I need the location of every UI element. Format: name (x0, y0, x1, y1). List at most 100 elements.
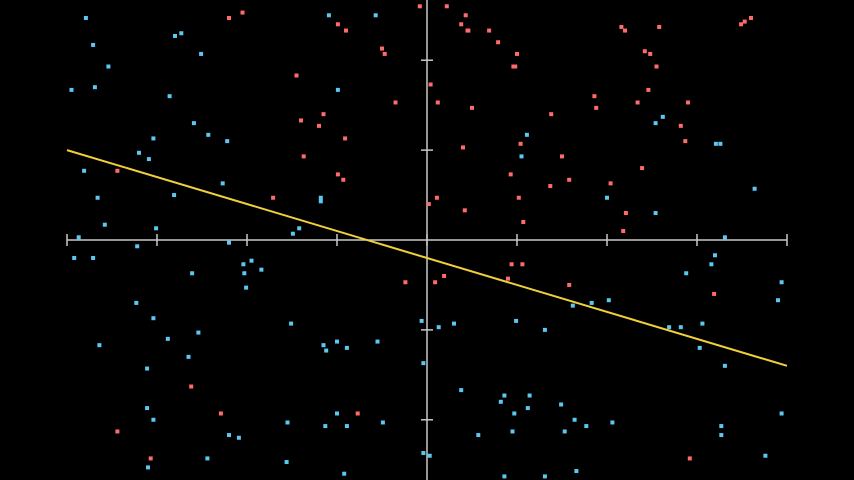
data-point (619, 24, 624, 29)
data-point (433, 280, 438, 285)
data-point (653, 121, 658, 126)
data-point (525, 406, 530, 411)
data-point (713, 253, 717, 258)
data-point (623, 28, 627, 33)
data-point (567, 282, 572, 287)
data-point (225, 139, 230, 144)
data-point (137, 150, 141, 155)
data-point (718, 141, 723, 146)
data-point (218, 411, 223, 416)
data-point (498, 399, 503, 404)
data-point (686, 100, 690, 105)
data-point (779, 280, 784, 285)
data-point (514, 318, 519, 323)
data-point (165, 336, 170, 341)
data-point (518, 141, 523, 146)
data-point (145, 366, 150, 371)
data-point (749, 15, 753, 20)
data-point (95, 195, 100, 200)
data-point (635, 100, 640, 105)
data-point (742, 19, 747, 24)
data-point (227, 15, 231, 20)
data-point (299, 118, 303, 123)
data-point (318, 195, 323, 200)
data-point (206, 132, 211, 137)
data-point (249, 258, 254, 263)
data-point (97, 343, 102, 348)
data-point (326, 13, 331, 18)
data-point (271, 195, 276, 200)
data-point (463, 13, 468, 18)
data-point (220, 181, 225, 186)
data-point (92, 85, 97, 90)
data-point (470, 105, 474, 110)
data-point (342, 471, 347, 476)
data-point (167, 94, 172, 99)
data-point (106, 64, 111, 69)
data-point (709, 262, 714, 267)
data-point (667, 325, 672, 330)
data-point (752, 186, 757, 191)
data-point (654, 64, 659, 69)
data-point (91, 42, 96, 47)
data-point (148, 456, 153, 461)
data-point (154, 226, 159, 231)
data-point (421, 361, 426, 366)
data-point (567, 177, 572, 182)
data-point (648, 51, 653, 56)
data-point (562, 429, 567, 434)
data-point (341, 177, 346, 182)
data-point (584, 424, 589, 429)
data-point (82, 168, 87, 173)
data-point (297, 226, 302, 231)
data-point (605, 195, 609, 200)
data-point (712, 291, 717, 296)
data-point (496, 40, 501, 45)
data-point (516, 195, 521, 200)
data-point (434, 195, 439, 200)
data-point (375, 339, 380, 344)
data-point (739, 22, 744, 27)
data-point (189, 384, 194, 389)
data-point (594, 105, 599, 110)
data-point (324, 348, 329, 353)
data-point (146, 465, 150, 470)
data-point (179, 31, 184, 36)
data-point (335, 22, 340, 27)
data-point (344, 345, 349, 350)
data-point (509, 262, 514, 267)
data-point (435, 100, 440, 105)
data-point (508, 172, 513, 177)
data-point (779, 411, 784, 416)
data-point (284, 460, 289, 465)
data-point (102, 222, 107, 227)
data-point (678, 123, 683, 128)
axis-ticks (66, 59, 788, 421)
data-point (519, 154, 524, 159)
data-point (476, 433, 481, 438)
data-point (461, 145, 465, 150)
data-point (559, 402, 564, 407)
data-point (683, 139, 688, 144)
data-point (687, 456, 692, 461)
data-point (524, 132, 529, 137)
data-point (145, 406, 150, 411)
data-point (318, 199, 323, 204)
data-point (241, 262, 246, 267)
data-point (684, 271, 689, 276)
data-point (444, 4, 449, 9)
decision-boundary (66, 149, 788, 367)
data-point (511, 64, 516, 69)
data-point (227, 240, 231, 245)
data-point (608, 181, 613, 186)
data-point (459, 22, 464, 27)
data-point (205, 456, 210, 461)
data-point (321, 112, 326, 117)
data-point (115, 429, 120, 434)
data-point (343, 136, 348, 141)
data-point (452, 321, 456, 326)
data-point (335, 411, 339, 416)
data-point (173, 33, 177, 38)
data-point (335, 87, 340, 92)
data-point (426, 202, 431, 207)
